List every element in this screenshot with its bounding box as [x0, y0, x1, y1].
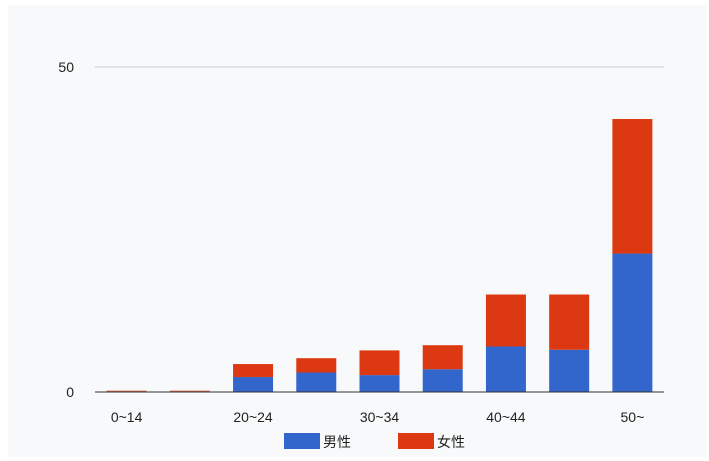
legend-label-female: 女性: [437, 434, 465, 451]
bar-male-8: [612, 253, 653, 392]
legend-swatch-male: [284, 433, 320, 449]
x-tick-label: 0~14: [111, 409, 143, 425]
bar-male-7: [549, 349, 590, 392]
axes: 0 50 0~14 20~24 30~34 40~44 50~: [58, 59, 664, 425]
bar-male-3: [296, 372, 337, 392]
bar-male-5: [422, 369, 463, 392]
bar-female-3: [296, 358, 337, 373]
x-tick-label: 20~24: [233, 409, 273, 425]
legend-label-male: 男性: [323, 435, 351, 451]
bar-female-5: [422, 345, 463, 370]
y-tick-label: 50: [58, 59, 74, 75]
legend-swatch-female: [398, 433, 434, 449]
x-tick-label: 50~: [621, 409, 645, 425]
bar-female-4: [359, 350, 400, 376]
y-tick-label: 0: [66, 384, 74, 400]
stacked-bar-chart: 0 50 0~14 20~24 30~34 40~44 50~ 男性 女性: [58, 59, 664, 451]
bar-male-2: [233, 377, 274, 392]
bar-female-6: [485, 294, 526, 347]
bar-female-7: [549, 294, 590, 350]
bar-female-0: [106, 390, 147, 392]
bar-male-6: [485, 346, 526, 392]
bar-female-8: [612, 119, 653, 254]
legend: 男性 女性: [284, 433, 465, 451]
chart-panel: 0 50 0~14 20~24 30~34 40~44 50~ 男性 女性: [8, 5, 706, 457]
bar-female-2: [233, 364, 274, 378]
x-tick-label: 40~44: [486, 409, 526, 425]
x-tick-label: 30~34: [360, 409, 400, 425]
bar-female-1: [169, 390, 210, 392]
bar-male-4: [359, 375, 400, 392]
bars: [106, 119, 653, 392]
